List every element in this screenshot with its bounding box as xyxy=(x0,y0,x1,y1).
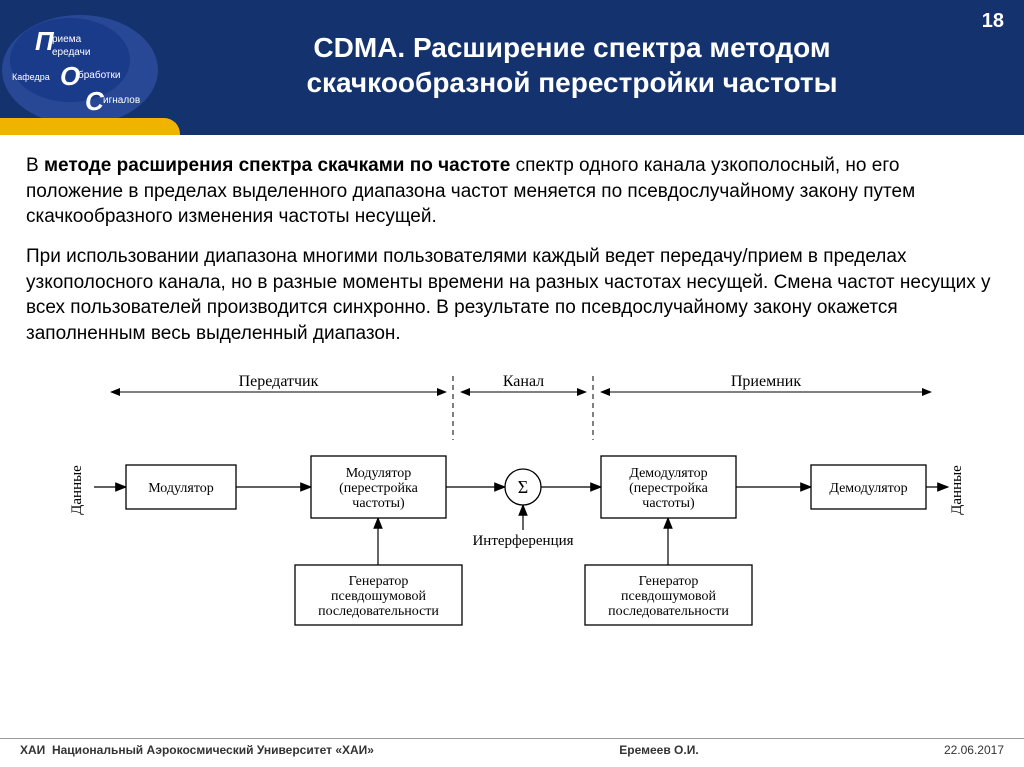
svg-text:риема: риема xyxy=(52,34,82,45)
svg-text:Демодулятор: Демодулятор xyxy=(829,481,907,496)
svg-text:С: С xyxy=(85,86,105,116)
svg-text:Генератор: Генератор xyxy=(349,574,409,589)
svg-text:частоты): частоты) xyxy=(642,496,695,511)
svg-text:Модулятор: Модулятор xyxy=(346,466,412,481)
svg-text:частоты): частоты) xyxy=(352,496,405,511)
svg-text:(перестройка: (перестройка xyxy=(339,481,419,496)
paragraph-2: При использовании диапазона многими поль… xyxy=(26,244,998,347)
svg-text:Демодулятор: Демодулятор xyxy=(629,466,707,481)
page-number: 18 xyxy=(982,10,1004,33)
svg-text:Генератор: Генератор xyxy=(639,574,699,589)
svg-text:Канал: Канал xyxy=(503,373,544,390)
svg-text:бработки: бработки xyxy=(78,69,120,81)
accent-bar xyxy=(0,118,180,135)
svg-text:Модулятор: Модулятор xyxy=(148,481,214,496)
svg-text:последовательности: последовательности xyxy=(608,604,729,619)
svg-text:Передатчик: Передатчик xyxy=(239,373,319,390)
svg-text:Кафедра: Кафедра xyxy=(12,72,50,82)
svg-text:игналов: игналов xyxy=(103,95,140,106)
svg-text:Приемник: Приемник xyxy=(731,373,801,390)
svg-text:ередачи: ередачи xyxy=(52,47,90,58)
block-diagram: Передатчик Канал Приемник Данные Модулятор Мо… xyxy=(26,370,986,630)
slide-body: В методе расширения спектра скачками по … xyxy=(0,135,1024,638)
paragraph-1: В методе расширения спектра скачками по … xyxy=(26,153,998,230)
svg-text:(перестройка: (перестройка xyxy=(629,481,709,496)
svg-text:Данные: Данные xyxy=(69,465,85,515)
svg-text:Данные: Данные xyxy=(949,465,965,515)
logo-icon: П риема ередачи О бработки Кафедра С игн… xyxy=(0,0,190,130)
slide-footer: ХАИ Национальный Аэрокосмический Универс… xyxy=(0,738,1024,761)
svg-text:псевдошумовой: псевдошумовой xyxy=(621,589,716,604)
svg-text:Интерференция: Интерференция xyxy=(472,533,573,549)
svg-text:Σ: Σ xyxy=(518,477,528,497)
svg-text:последовательности: последовательности xyxy=(318,604,439,619)
slide-header: 18 П риема ередачи О бработки Кафедра С … xyxy=(0,0,1024,135)
svg-text:псевдошумовой: псевдошумовой xyxy=(331,589,426,604)
